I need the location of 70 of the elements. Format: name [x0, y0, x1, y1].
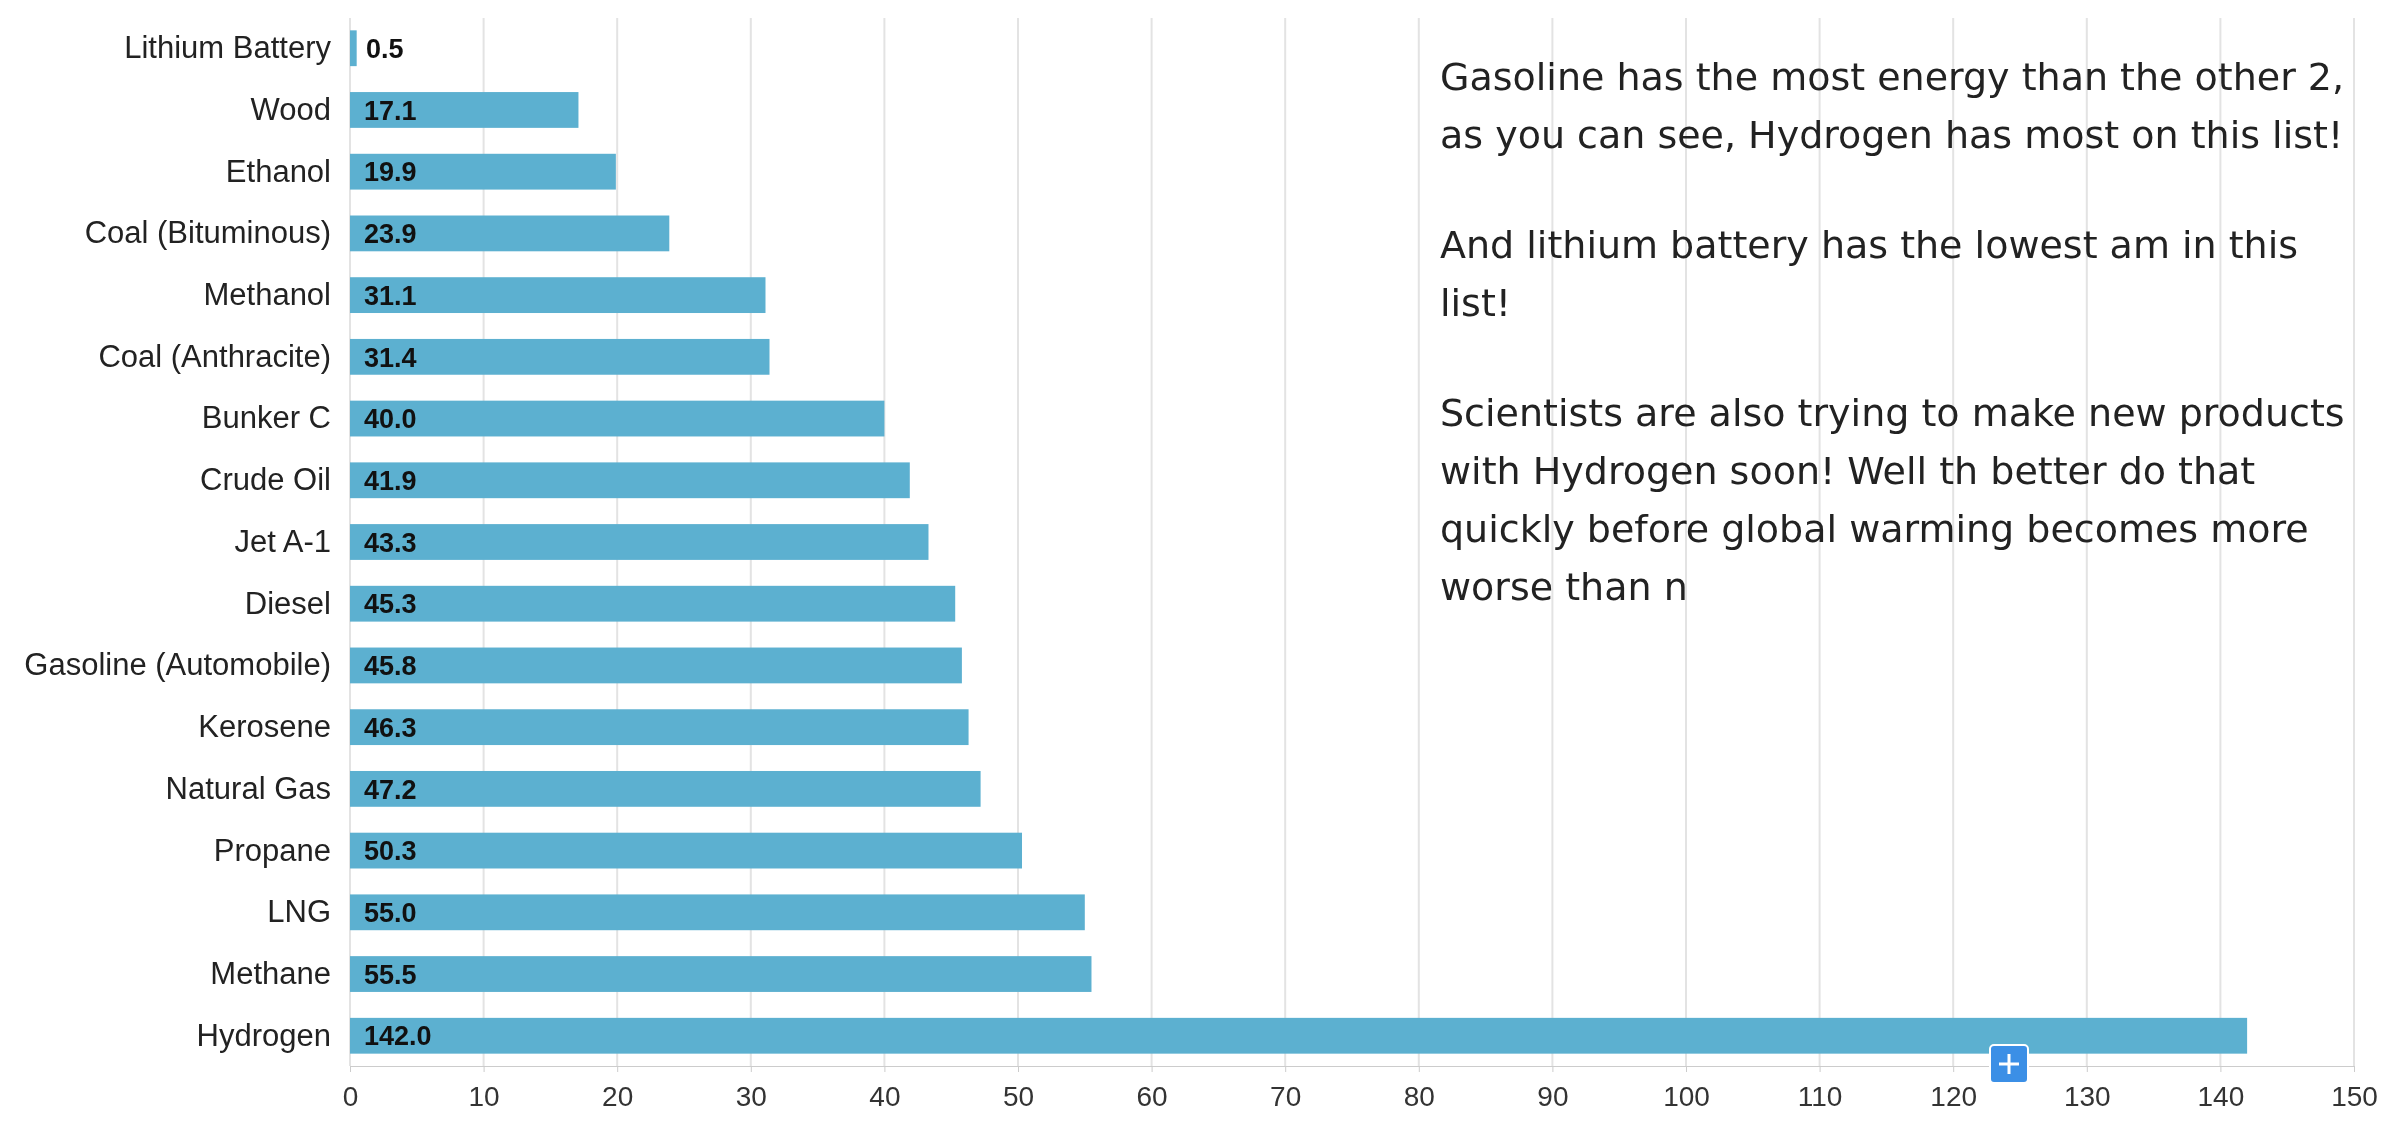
y-tick-label: Coal (Bituminous) — [84, 215, 331, 251]
y-tick-label: Hydrogen — [196, 1017, 331, 1053]
bar — [350, 215, 670, 252]
y-tick-label: Methane — [210, 955, 331, 991]
data-label: 46.3 — [364, 712, 417, 743]
bar — [350, 277, 766, 314]
x-tick-label: 80 — [1403, 1080, 1435, 1112]
bar — [350, 1017, 2248, 1054]
annotation: Gasoline has the most energy than the other 2, as you can see, Hydrogen has most on this list! — [1440, 55, 2345, 157]
data-label: 142.0 — [364, 1021, 432, 1052]
bar — [350, 92, 579, 128]
x-tick-label: 0 — [342, 1080, 359, 1112]
x-tick-label: 40 — [869, 1080, 901, 1112]
x-tick-label: 50 — [1002, 1080, 1035, 1112]
y-tick-label: Propane — [213, 832, 331, 868]
x-tick-label: 20 — [602, 1080, 634, 1112]
bar — [350, 894, 1085, 931]
data-label: 40.0 — [364, 404, 417, 435]
y-tick-label: Kerosene — [198, 709, 331, 745]
bar — [350, 770, 981, 807]
data-label: 45.3 — [364, 589, 417, 620]
bar — [350, 647, 962, 684]
data-label: 23.9 — [364, 219, 417, 250]
y-tick-label: Crude Oil — [200, 462, 331, 498]
x-tick-label: 120 — [1930, 1080, 1978, 1112]
y-tick-label: Jet A-1 — [234, 523, 331, 559]
bar — [350, 709, 969, 746]
data-label: 0.5 — [366, 33, 404, 64]
data-label: 45.8 — [364, 651, 417, 682]
y-tick-label: Lithium Battery — [124, 30, 332, 66]
data-label: 19.9 — [364, 157, 417, 188]
data-label: 31.1 — [364, 280, 417, 311]
x-tick-label: 130 — [2063, 1080, 2111, 1112]
x-tick-label: 60 — [1136, 1080, 1168, 1112]
data-label: 43.3 — [364, 527, 417, 558]
y-tick-label: Bunker C — [201, 400, 331, 436]
x-tick-label: 10 — [468, 1080, 500, 1112]
bar — [350, 832, 1023, 869]
bar — [350, 585, 956, 622]
y-tick-label: Methanol — [203, 277, 331, 313]
y-tick-label: Wood — [250, 91, 331, 127]
x-tick-label: 150 — [2331, 1080, 2378, 1112]
data-label: 41.9 — [364, 466, 417, 496]
x-tick-label: 110 — [1797, 1080, 1843, 1112]
data-label: 50.3 — [364, 836, 417, 867]
x-tick-label: 90 — [1537, 1080, 1569, 1112]
bar — [350, 338, 770, 375]
x-tick-label: 100 — [1663, 1080, 1710, 1112]
bar — [350, 524, 929, 560]
annotation: And lithium battery has the lowest am in this list! — [1440, 223, 2299, 326]
annotation: Scientists are also trying to make new products with Hydrogen soon! Well th better do that quickly before global warming becomes more worse than n — [1440, 391, 2345, 610]
y-tick-label: LNG — [267, 894, 331, 930]
bar — [350, 400, 885, 437]
y-tick-label: Diesel — [244, 585, 331, 621]
y-tick-label: Gasoline (Automobile) — [24, 647, 331, 683]
data-label: 31.4 — [364, 342, 417, 373]
bar — [350, 30, 357, 67]
bar — [350, 153, 616, 190]
y-tick-label: Ethanol — [225, 153, 331, 189]
bar — [350, 462, 910, 499]
x-tick-label: 30 — [735, 1080, 767, 1112]
data-label: 47.2 — [364, 774, 417, 805]
data-label: 55.5 — [364, 959, 417, 990]
data-label: 17.1 — [364, 95, 417, 126]
x-tick-label: 70 — [1270, 1080, 1302, 1112]
data-label: 55.0 — [364, 898, 417, 929]
bar — [350, 956, 1092, 992]
y-tick-label: Natural Gas — [165, 770, 331, 806]
y-tick-label: Coal (Anthracite) — [98, 338, 331, 374]
x-tick-label: 140 — [2197, 1080, 2245, 1112]
